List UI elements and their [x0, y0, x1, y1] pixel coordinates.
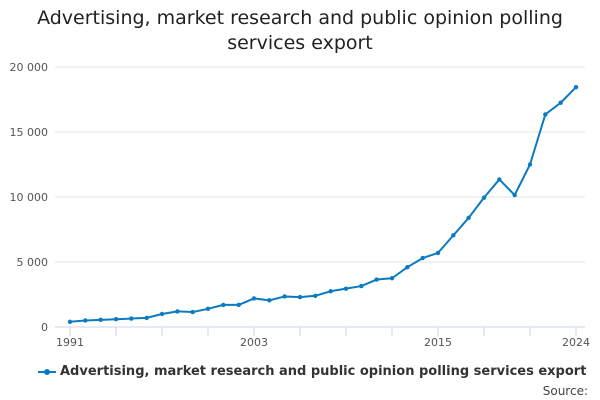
data-point-2011: [374, 277, 379, 282]
data-point-1995: [129, 316, 134, 321]
y-tick-label: 15 000: [10, 126, 49, 139]
chart-title-line-2: services export: [227, 32, 373, 54]
y-tick-label: 10 000: [10, 191, 49, 204]
data-point-1991: [67, 319, 73, 324]
data-point-1992: [83, 318, 88, 323]
data-point-2001: [221, 302, 226, 308]
data-point-2021: [527, 162, 533, 167]
x-tick-label: 2024: [562, 336, 590, 349]
data-point-2023: [558, 100, 563, 105]
data-point-2012: [389, 276, 395, 281]
data-point-2002: [236, 302, 241, 308]
source-label[interactable]: Source:: [542, 384, 588, 398]
data-point-2015: [435, 250, 441, 256]
data-point-1999: [190, 309, 195, 315]
data-point-2005: [282, 294, 287, 299]
data-point-2006: [297, 294, 303, 300]
series-line: [69, 86, 577, 323]
data-point-2016: [451, 233, 456, 238]
data-point-2017: [466, 215, 471, 220]
legend-label: Advertising, market research and public …: [60, 364, 587, 379]
y-tick-label: 5 000: [17, 256, 49, 269]
data-point-1998: [175, 309, 180, 314]
data-point-1997: [159, 311, 165, 317]
x-tick-label: 2003: [240, 336, 268, 349]
y-tick-label: 20 000: [10, 61, 49, 74]
x-tick-label: 2015: [424, 336, 452, 349]
chart-title: Advertising, market research and public …: [0, 6, 600, 56]
data-point-2004: [267, 298, 272, 303]
data-point-2019: [497, 177, 502, 182]
data-point-2010: [359, 283, 364, 289]
data-point-2009: [343, 286, 349, 291]
data-point-2020: [512, 192, 517, 198]
legend[interactable]: Advertising, market research and public …: [38, 364, 586, 379]
data-point-2022: [543, 112, 548, 117]
data-point-2024: [573, 84, 579, 90]
y-tick-label: 0: [41, 321, 48, 334]
data-point-2014: [420, 255, 425, 261]
data-point-2008: [328, 289, 333, 294]
legend-line-marker-icon: [38, 366, 56, 378]
chart-title-line-1: Advertising, market research and public …: [37, 7, 563, 29]
data-point-2003: [251, 296, 257, 301]
data-point-1994: [113, 317, 119, 322]
data-point-1993: [98, 317, 103, 323]
x-tick-label: 1991: [56, 336, 84, 349]
data-point-1996: [144, 315, 149, 321]
data-point-2007: [313, 293, 318, 298]
data-point-2000: [205, 306, 211, 311]
data-point-2018: [481, 195, 487, 200]
data-point-2013: [405, 265, 410, 270]
